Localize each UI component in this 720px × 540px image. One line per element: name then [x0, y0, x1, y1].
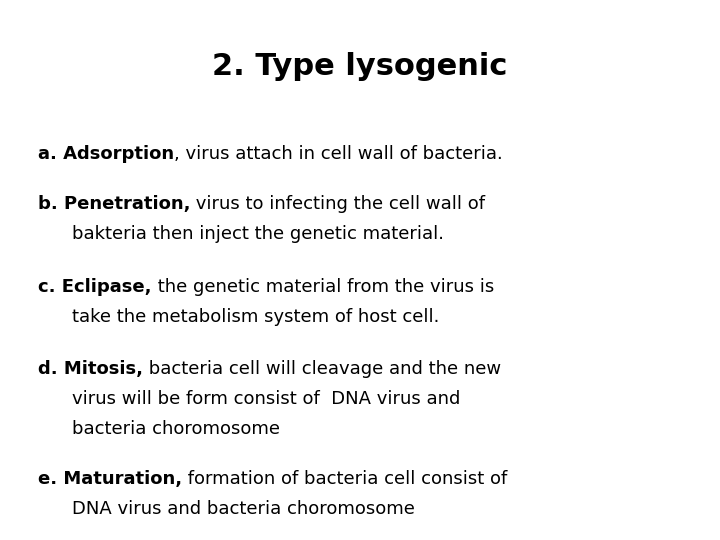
- Text: the genetic material from the virus is: the genetic material from the virus is: [151, 278, 494, 296]
- Text: e. Maturation,: e. Maturation,: [38, 470, 182, 488]
- Text: formation of bacteria cell consist of: formation of bacteria cell consist of: [182, 470, 508, 488]
- Text: virus will be form consist of  DNA virus and: virus will be form consist of DNA virus …: [72, 390, 460, 408]
- Text: d. Mitosis,: d. Mitosis,: [38, 360, 143, 378]
- Text: bacteria cell will cleavage and the new: bacteria cell will cleavage and the new: [143, 360, 501, 378]
- Text: b. Penetration,: b. Penetration,: [38, 195, 191, 213]
- Text: c. Eclipase,: c. Eclipase,: [38, 278, 151, 296]
- Text: virus to infecting the cell wall of: virus to infecting the cell wall of: [191, 195, 485, 213]
- Text: take the metabolism system of host cell.: take the metabolism system of host cell.: [72, 308, 439, 326]
- Text: bakteria then inject the genetic material.: bakteria then inject the genetic materia…: [72, 225, 444, 243]
- Text: a. Adsorption: a. Adsorption: [38, 145, 174, 163]
- Text: , virus attach in cell wall of bacteria.: , virus attach in cell wall of bacteria.: [174, 145, 503, 163]
- Text: bacteria choromosome: bacteria choromosome: [72, 420, 280, 438]
- Text: 2. Type lysogenic: 2. Type lysogenic: [212, 52, 508, 81]
- Text: DNA virus and bacteria choromosome: DNA virus and bacteria choromosome: [72, 500, 415, 518]
